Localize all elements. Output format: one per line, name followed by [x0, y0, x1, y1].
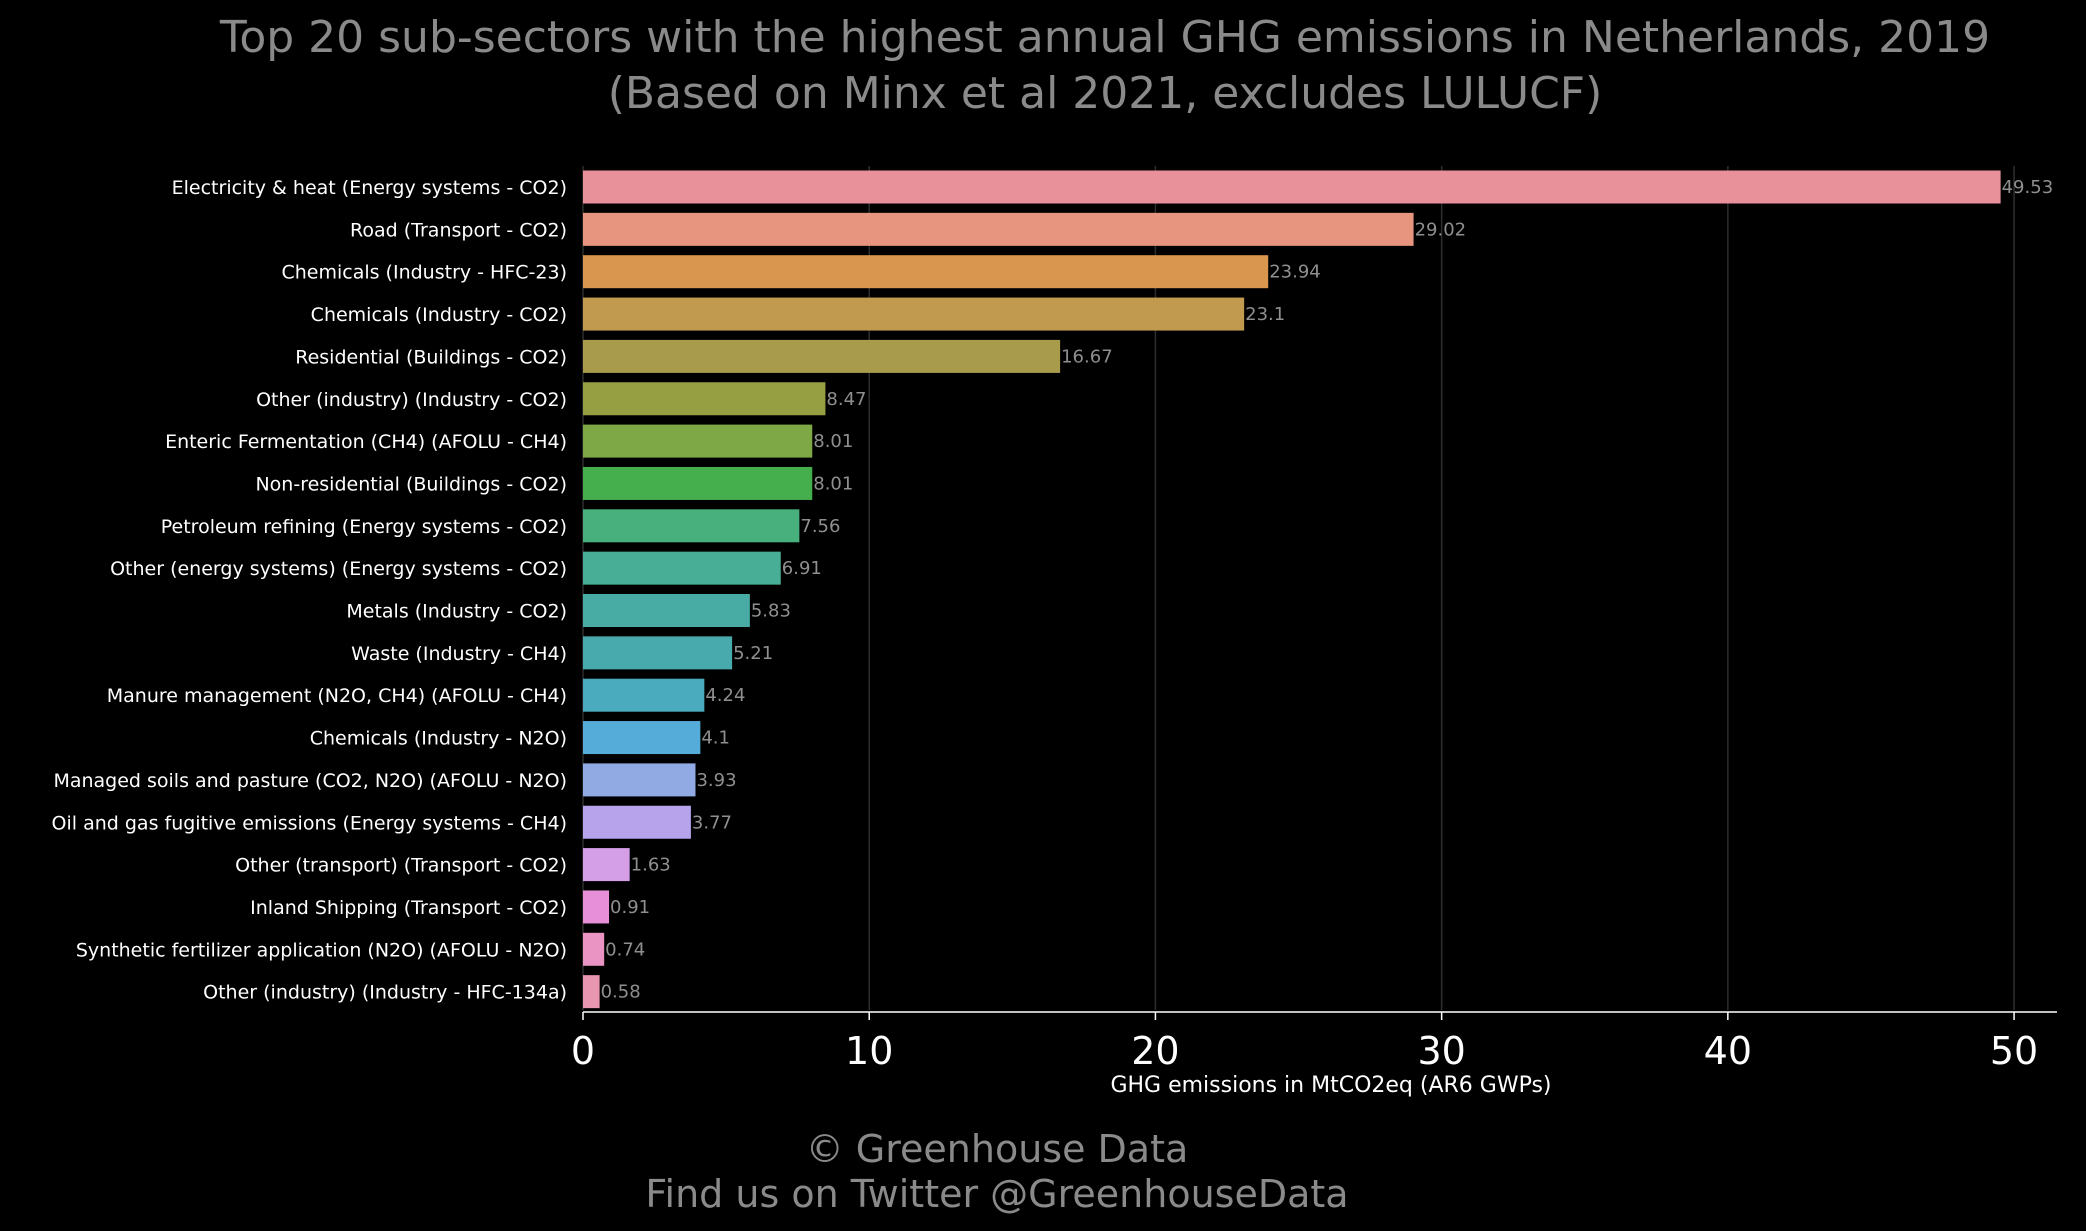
bar	[583, 678, 705, 712]
category-label: Waste (Industry - CH4)	[351, 643, 567, 665]
bars	[583, 170, 2001, 1009]
x-tick-label: 10	[845, 1029, 893, 1073]
value-label: 3.93	[696, 770, 736, 791]
bar	[583, 932, 605, 966]
category-label: Chemicals (Industry - HFC-23)	[281, 262, 567, 284]
value-label: 16.67	[1061, 346, 1113, 367]
category-label: Chemicals (Industry - N2O)	[310, 728, 567, 750]
bar	[583, 975, 600, 1009]
category-label: Other (energy systems) (Energy systems -…	[110, 558, 567, 580]
bar	[583, 594, 750, 627]
value-label: 0.58	[601, 982, 641, 1003]
bar	[583, 551, 781, 585]
x-axis: 0 10 20 30 40 50	[571, 1011, 2057, 1073]
x-tick-label: 40	[1704, 1029, 1752, 1073]
bar	[583, 297, 1245, 331]
value-label: 5.21	[733, 643, 773, 664]
category-label: Metals (Industry - CO2)	[346, 601, 567, 623]
category-label: Managed soils and pasture (CO2, N2O) (AF…	[53, 770, 567, 792]
bar	[583, 848, 630, 882]
value-label: 49.53	[2002, 177, 2054, 198]
bar	[583, 424, 813, 458]
x-tick-label: 20	[1131, 1029, 1179, 1073]
category-label: Non-residential (Buildings - CO2)	[255, 473, 567, 495]
bar	[583, 763, 696, 797]
value-label: 8.47	[826, 389, 866, 410]
category-label: Other (industry) (Industry - CO2)	[256, 389, 567, 411]
x-axis-title: GHG emissions in MtCO2eq (AR6 GWPs)	[1110, 1073, 1551, 1098]
category-label: Synthetic fertilizer application (N2O) (…	[76, 939, 567, 961]
bar	[583, 890, 610, 924]
bar	[583, 805, 691, 839]
category-label: Electricity & heat (Energy systems - CO2…	[172, 177, 567, 199]
category-label: Other (industry) (Industry - HFC-134a)	[203, 982, 567, 1004]
bar	[583, 636, 733, 670]
value-label: 6.91	[782, 558, 822, 579]
category-label: Inland Shipping (Transport - CO2)	[250, 897, 567, 919]
bar	[583, 382, 826, 416]
gridlines	[582, 166, 2015, 1010]
x-tick-label: 0	[571, 1029, 595, 1073]
x-tick-label: 30	[1417, 1029, 1465, 1073]
value-label: 0.91	[610, 897, 650, 918]
category-labels: Electricity & heat (Energy systems - CO2…	[52, 177, 567, 1004]
bar	[583, 339, 1061, 373]
chart-subtitle: (Based on Minx et al 2021, excludes LULU…	[608, 68, 1603, 119]
value-label: 29.02	[1415, 219, 1467, 240]
category-label: Chemicals (Industry - CO2)	[311, 304, 567, 326]
value-label: 1.63	[631, 855, 671, 876]
category-label: Other (transport) (Transport - CO2)	[235, 855, 567, 877]
category-label: Petroleum refining (Energy systems - CO2…	[161, 516, 567, 538]
footer-copyright: © Greenhouse Data	[806, 1127, 1189, 1171]
value-label: 5.83	[751, 601, 791, 622]
value-label: 8.01	[813, 431, 853, 452]
bar	[583, 170, 2001, 204]
category-label: Road (Transport - CO2)	[350, 219, 567, 241]
chart-title: Top 20 sub-sectors with the highest annu…	[219, 12, 1990, 63]
value-label: 4.1	[701, 728, 730, 749]
bar	[583, 466, 813, 500]
bar	[583, 509, 800, 543]
footer-twitter: Find us on Twitter @GreenhouseData	[645, 1172, 1348, 1216]
category-label: Enteric Fermentation (CH4) (AFOLU - CH4)	[165, 431, 567, 453]
value-label: 23.1	[1245, 304, 1285, 325]
bar	[583, 721, 701, 755]
x-tick-label: 50	[1990, 1029, 2038, 1073]
value-label: 8.01	[813, 473, 853, 494]
category-label: Residential (Buildings - CO2)	[295, 346, 567, 368]
value-label: 23.94	[1269, 262, 1321, 283]
bar	[583, 255, 1269, 289]
value-label: 7.56	[800, 516, 840, 537]
value-labels: 49.53 29.02 23.94 23.1 16.67 8.47 8.01 8.01 7.56…	[601, 177, 2054, 1003]
category-label: Oil and gas fugitive emissions (Energy s…	[52, 812, 567, 834]
value-label: 0.74	[605, 939, 645, 960]
value-label: 4.24	[705, 685, 745, 706]
category-label: Manure management (N2O, CH4) (AFOLU - CH…	[107, 685, 567, 707]
value-label: 3.77	[692, 812, 732, 833]
bar	[583, 212, 1414, 246]
